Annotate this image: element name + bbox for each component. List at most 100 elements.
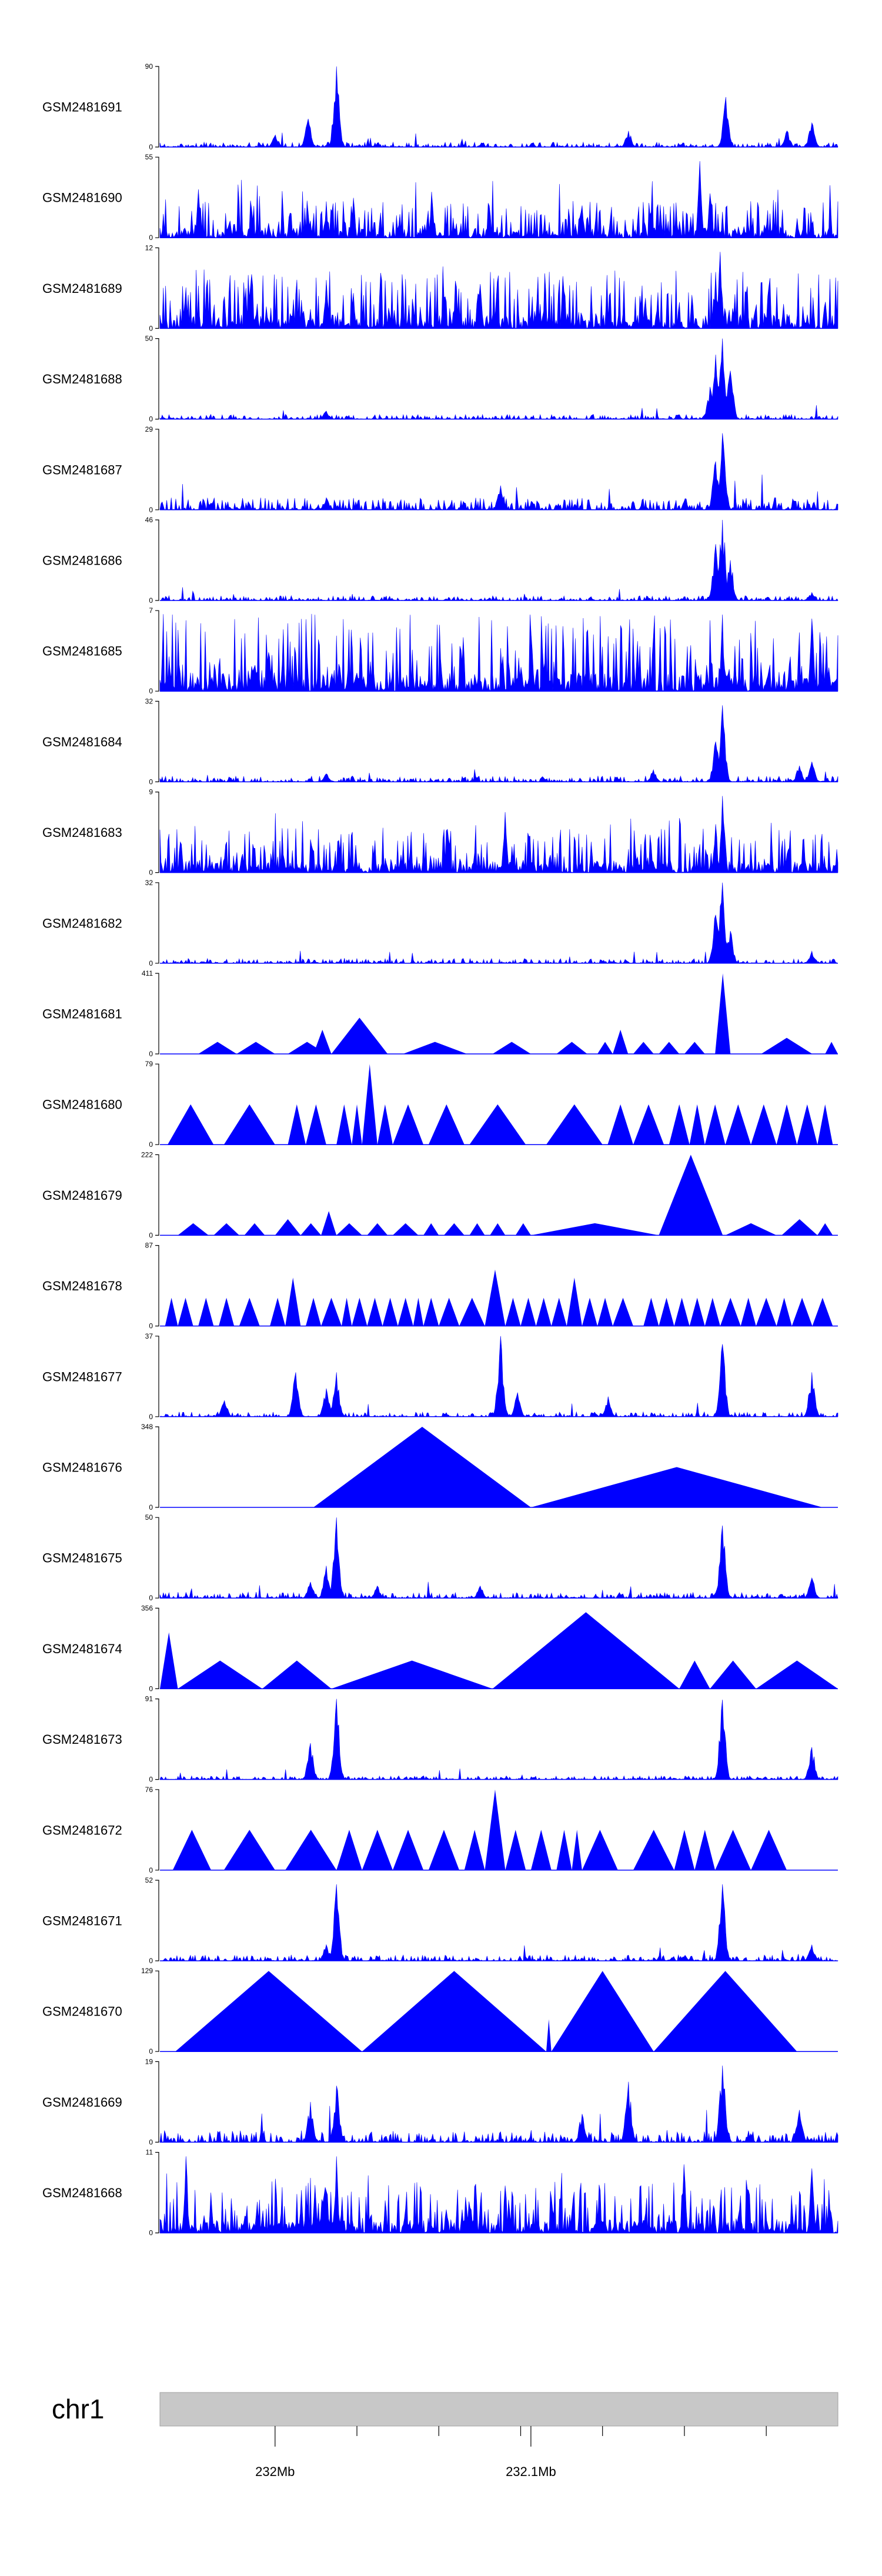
y-max-label: 50 xyxy=(145,1513,153,1521)
coverage-segment xyxy=(633,1104,664,1145)
tracks-layer: GSM2481691900GSM2481690550GSM2481689120G… xyxy=(42,62,838,2237)
y-max-label: 411 xyxy=(142,969,153,977)
coverage-segment xyxy=(219,1297,235,1326)
track-label: GSM2481690 xyxy=(42,191,122,205)
coverage-segment xyxy=(756,1297,777,1326)
coverage-segment xyxy=(643,1297,659,1326)
coverage-segment xyxy=(459,1297,485,1326)
coverage-area xyxy=(159,338,838,420)
coverage-segment xyxy=(397,1297,413,1326)
track-GSM2481671: GSM2481671 52 0 xyxy=(42,1876,838,1965)
coverage-segment xyxy=(464,1830,485,1870)
track-label: GSM2481683 xyxy=(42,825,122,840)
y-min-label: 0 xyxy=(149,233,153,242)
coverage-segment xyxy=(439,1297,460,1326)
track-GSM2481689: GSM2481689 12 0 xyxy=(42,243,838,332)
track-label: GSM2481685 xyxy=(42,644,122,659)
coverage-segment xyxy=(689,1297,705,1326)
y-axis xyxy=(155,1336,159,1417)
coverage-area xyxy=(159,1336,838,1417)
coverage-segment xyxy=(715,1830,751,1870)
coverage-segment xyxy=(423,1223,439,1236)
y-max-label: 91 xyxy=(145,1695,153,1703)
track-GSM2481674: GSM2481674 356 0 xyxy=(42,1604,838,1693)
coverage-segment xyxy=(613,1297,633,1326)
coverage-segment xyxy=(236,1042,275,1054)
y-axis xyxy=(155,1607,159,1689)
coverage-segment xyxy=(582,1297,598,1326)
coverage-area xyxy=(159,613,838,692)
coverage-segment xyxy=(423,1297,439,1326)
coverage-segment xyxy=(270,1297,286,1326)
y-max-label: 87 xyxy=(145,1242,153,1250)
coverage-segment xyxy=(413,1297,424,1326)
coverage-segment xyxy=(689,1104,705,1145)
coverage-segment xyxy=(556,1042,587,1054)
y-max-label: 129 xyxy=(141,1967,153,1975)
coverage-area xyxy=(159,161,838,239)
coverage-segment xyxy=(725,1223,777,1236)
track-GSM2481672: GSM2481672 76 0 xyxy=(42,1786,838,1874)
track-GSM2481679: GSM2481679 222 0 xyxy=(42,1150,838,1239)
coverage-segment xyxy=(262,1660,332,1689)
y-axis xyxy=(155,1789,159,1871)
y-axis xyxy=(155,1517,159,1599)
track-label: GSM2481673 xyxy=(42,1732,122,1747)
chromosome-label: chr1 xyxy=(52,2394,104,2424)
coverage-area xyxy=(159,1884,838,1962)
coverage-segment xyxy=(178,1297,193,1326)
coverage-segment xyxy=(597,1042,613,1054)
y-min-label: 0 xyxy=(149,778,153,786)
track-GSM2481669: GSM2481669 19 0 xyxy=(42,2057,838,2146)
coverage-segment xyxy=(336,1223,362,1236)
y-min-label: 0 xyxy=(149,2047,153,2056)
coverage-segment xyxy=(165,1297,178,1326)
y-min-label: 0 xyxy=(149,1594,153,1602)
coverage-segment xyxy=(175,1971,362,2052)
coverage-segment xyxy=(492,1612,680,1689)
coverage-area xyxy=(159,2156,838,2234)
coverage-segment xyxy=(659,1297,674,1326)
coverage-area xyxy=(159,2066,838,2143)
track-label: GSM2481674 xyxy=(42,1641,122,1656)
track-label: GSM2481689 xyxy=(42,281,122,296)
coverage-segment xyxy=(546,2019,552,2052)
coverage-segment xyxy=(582,1830,618,1870)
coverage-area xyxy=(159,1517,838,1599)
y-axis xyxy=(155,1970,159,2052)
track-GSM2481684: GSM2481684 32 0 xyxy=(42,697,838,786)
track-label: GSM2481682 xyxy=(42,916,122,930)
coverage-segment xyxy=(659,1154,723,1236)
track-GSM2481690: GSM2481690 55 0 xyxy=(42,153,838,242)
y-axis xyxy=(155,1154,159,1236)
y-axis xyxy=(155,2061,159,2143)
y-max-label: 29 xyxy=(145,425,153,433)
coverage-segment xyxy=(633,1042,654,1054)
coverage-segment xyxy=(817,1104,833,1145)
y-axis xyxy=(155,700,159,782)
track-label: GSM2481669 xyxy=(42,2095,122,2110)
track-label: GSM2481684 xyxy=(42,735,122,749)
coverage-segment xyxy=(275,1219,301,1236)
coverage-segment xyxy=(797,1104,818,1145)
y-axis xyxy=(155,610,159,692)
track-label: GSM2481680 xyxy=(42,1097,122,1112)
y-max-label: 32 xyxy=(145,697,153,705)
y-max-label: 37 xyxy=(145,1332,153,1340)
track-GSM2481680: GSM2481680 79 0 xyxy=(42,1060,838,1149)
y-axis xyxy=(155,792,159,873)
coverage-segment xyxy=(168,1104,214,1145)
coverage-area xyxy=(159,796,838,873)
y-max-label: 348 xyxy=(141,1423,153,1431)
coverage-segment xyxy=(306,1297,322,1326)
y-min-label: 0 xyxy=(149,2138,153,2146)
y-max-label: 46 xyxy=(145,516,153,524)
coverage-segment xyxy=(172,1830,212,1870)
coverage-segment xyxy=(505,1297,521,1326)
y-axis xyxy=(155,1880,159,1961)
y-max-label: 55 xyxy=(145,153,153,161)
coverage-segment xyxy=(288,1104,306,1145)
y-max-label: 7 xyxy=(149,606,153,615)
track-label: GSM2481668 xyxy=(42,2185,122,2200)
